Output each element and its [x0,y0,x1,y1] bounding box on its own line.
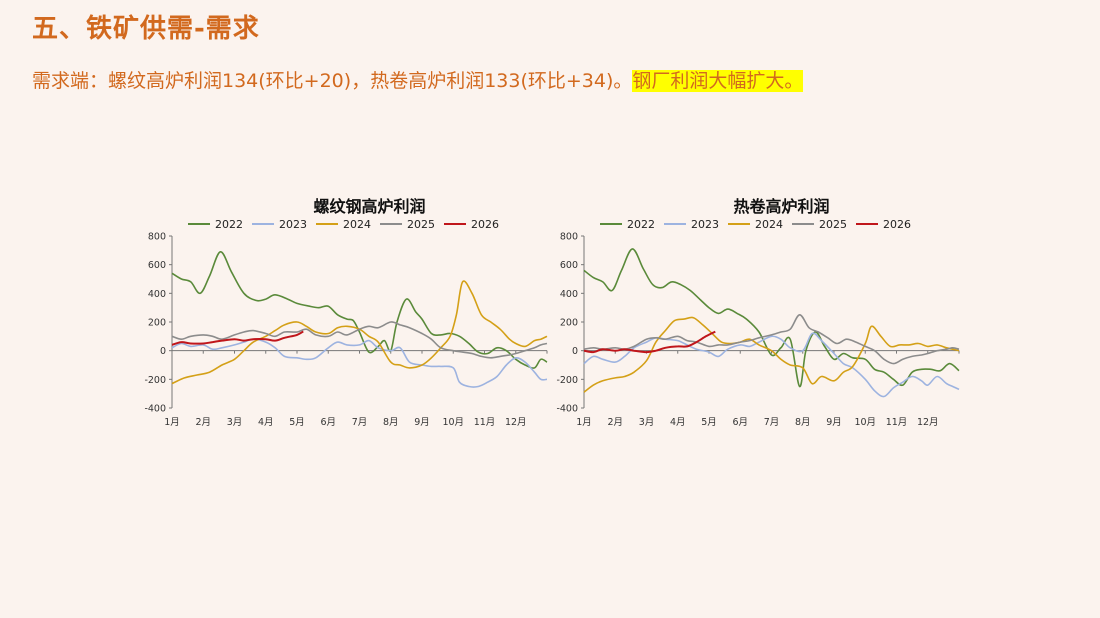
y-tick-label: 400 [560,289,578,300]
x-tick-label: 3月 [227,417,243,428]
x-tick-label: 2月 [607,417,623,428]
y-tick-label: 800 [148,232,166,243]
series-line-2024 [171,280,548,385]
chart-svg: 热卷高炉利润 2022 2023 2024 2025 2026 -400 -200 0 200 40… [556,197,960,428]
chart-svg: 螺纹钢高炉利润 2022 2023 2024 2025 2026 -400 -200 0 200 4… [144,197,548,428]
x-tick-label: 8月 [383,417,399,428]
series-line-2022 [583,248,960,388]
y-tick-label: -200 [144,375,166,386]
chart-title: 热卷高炉利润 [733,197,829,216]
y-tick-label: 0 [572,346,578,357]
x-tick-label: 2月 [195,417,211,428]
legend-label-2022: 2022 [627,218,655,231]
series-line-2022 [171,251,548,369]
x-tick-label: 10月 [854,417,876,428]
series-line-2023 [583,332,960,398]
summary-text: 需求端：螺纹高炉利润134(环比+20)，热卷高炉利润133(环比+34)。钢厂… [32,66,804,93]
x-tick-label: 8月 [795,417,811,428]
chart-title: 螺纹钢高炉利润 [313,197,425,216]
x-tick-label: 5月 [701,417,717,428]
y-tick-label: -200 [556,375,578,386]
series-line-2025 [171,321,548,359]
rebar-profit-chart: 螺纹钢高炉利润 2022 2023 2024 2025 2026 -400 -200 0 200 4… [140,188,555,433]
chart-legend: 2022 2023 2024 2025 2026 [188,218,499,231]
summary-highlight: 钢厂利润大幅扩大。 [632,70,804,92]
series-line-2026 [171,330,304,346]
x-tick-label: 7月 [352,417,368,428]
x-tick-label: 4月 [670,417,686,428]
x-tick-label: 1月 [576,417,592,428]
legend-label-2025: 2025 [407,218,435,231]
y-tick-label: 600 [148,260,166,271]
x-tick-label: 9月 [826,417,842,428]
slide-title: 五、铁矿供需-需求 [32,14,260,44]
y-tick-label: 600 [560,260,578,271]
x-tick-label: 6月 [320,417,336,428]
legend-label-2024: 2024 [755,218,783,231]
y-tick-label: 400 [148,289,166,300]
y-tick-label: 200 [148,318,166,329]
x-tick-label: 9月 [414,417,430,428]
series-line-2023 [171,338,548,388]
legend-label-2024: 2024 [343,218,371,231]
y-tick-label: -400 [556,404,578,415]
y-tick-label: 800 [560,232,578,243]
y-tick-label: -400 [144,404,166,415]
x-tick-label: 4月 [258,417,274,428]
x-tick-label: 12月 [917,417,939,428]
x-tick-label: 1月 [164,417,180,428]
x-tick-label: 3月 [639,417,655,428]
series-line-2025 [583,314,960,365]
y-tick-label: 0 [160,346,166,357]
chart-legend: 2022 2023 2024 2025 2026 [600,218,911,231]
x-tick-label: 11月 [886,417,908,428]
x-tick-label: 11月 [474,417,496,428]
legend-label-2026: 2026 [471,218,499,231]
x-tick-label: 6月 [732,417,748,428]
x-tick-label: 10月 [442,417,464,428]
legend-label-2023: 2023 [691,218,719,231]
x-tick-label: 7月 [764,417,780,428]
legend-label-2025: 2025 [819,218,847,231]
legend-label-2023: 2023 [279,218,307,231]
x-tick-label: 12月 [505,417,527,428]
legend-label-2026: 2026 [883,218,911,231]
y-tick-label: 200 [560,318,578,329]
series-line-2026 [583,330,716,354]
x-tick-label: 5月 [289,417,305,428]
hot-coil-profit-chart: 热卷高炉利润 2022 2023 2024 2025 2026 -400 -200 0 200 40… [552,188,967,433]
legend-label-2022: 2022 [215,218,243,231]
summary-main: 需求端：螺纹高炉利润134(环比+20)，热卷高炉利润133(环比+34)。 [32,70,633,92]
